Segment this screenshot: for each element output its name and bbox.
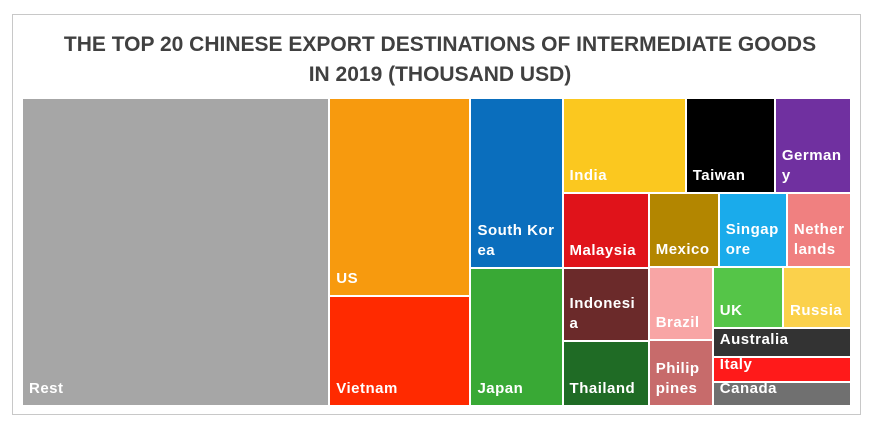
treemap-cell: Japan bbox=[470, 267, 563, 406]
treemap-cell: Italy bbox=[712, 357, 851, 382]
treemap-cell: Malaysia bbox=[562, 192, 649, 268]
treemap: Rest US Vietnam South Korea Japan India Taiwan… bbox=[22, 98, 851, 406]
chart-frame bbox=[12, 14, 861, 415]
treemap-cell: US bbox=[329, 98, 471, 296]
treemap-cell: Russia bbox=[783, 266, 851, 328]
cell-label: Philippines bbox=[655, 359, 700, 397]
cell-label: Taiwan bbox=[692, 166, 746, 184]
treemap-cell: India bbox=[562, 98, 686, 193]
cell-label: UK bbox=[719, 301, 743, 319]
treemap-cell: South Korea bbox=[470, 98, 563, 268]
treemap-cell: Thailand bbox=[562, 340, 649, 406]
cell-label: South Korea bbox=[477, 221, 555, 259]
treemap-cell: Philippines bbox=[648, 340, 713, 406]
cell-label: Russia bbox=[790, 301, 843, 319]
cell-label: Malaysia bbox=[569, 241, 637, 259]
chart-title: THE TOP 20 CHINESE EXPORT DESTINATIONS O… bbox=[63, 33, 817, 86]
treemap-cell: Australia bbox=[712, 327, 851, 358]
cell-label: Canada bbox=[719, 381, 777, 397]
cell-label: Brazil bbox=[655, 314, 700, 332]
cell-label: Australia bbox=[719, 331, 789, 349]
cell-label: US bbox=[336, 269, 359, 287]
cell-label: Mexico bbox=[655, 240, 710, 258]
cell-label: Rest bbox=[29, 380, 64, 397]
treemap-cell: Indonesia bbox=[562, 267, 649, 341]
treemap-cell: Germany bbox=[774, 98, 851, 193]
cell-label: Vietnam bbox=[336, 379, 398, 397]
cell-label: Germany bbox=[781, 146, 842, 184]
cell-label: Netherlands bbox=[793, 220, 845, 258]
treemap-cell: Vietnam bbox=[329, 295, 471, 406]
treemap-cell: Netherlands bbox=[786, 192, 851, 267]
cell-label: Italy bbox=[719, 357, 753, 373]
cell-label: Indonesia bbox=[569, 294, 636, 332]
treemap-cell: Rest bbox=[22, 98, 330, 406]
treemap-cell: UK bbox=[712, 266, 784, 328]
cell-label: Thailand bbox=[569, 379, 636, 397]
treemap-cell: Mexico bbox=[648, 192, 719, 267]
treemap-cell: Canada bbox=[712, 381, 851, 406]
treemap-cell: Taiwan bbox=[685, 98, 775, 193]
treemap-cell: Brazil bbox=[648, 266, 713, 341]
cell-label: India bbox=[569, 166, 608, 184]
cell-label: Singapore bbox=[725, 220, 779, 258]
treemap-cell: Singapore bbox=[718, 192, 787, 267]
cell-label: Japan bbox=[477, 379, 524, 397]
